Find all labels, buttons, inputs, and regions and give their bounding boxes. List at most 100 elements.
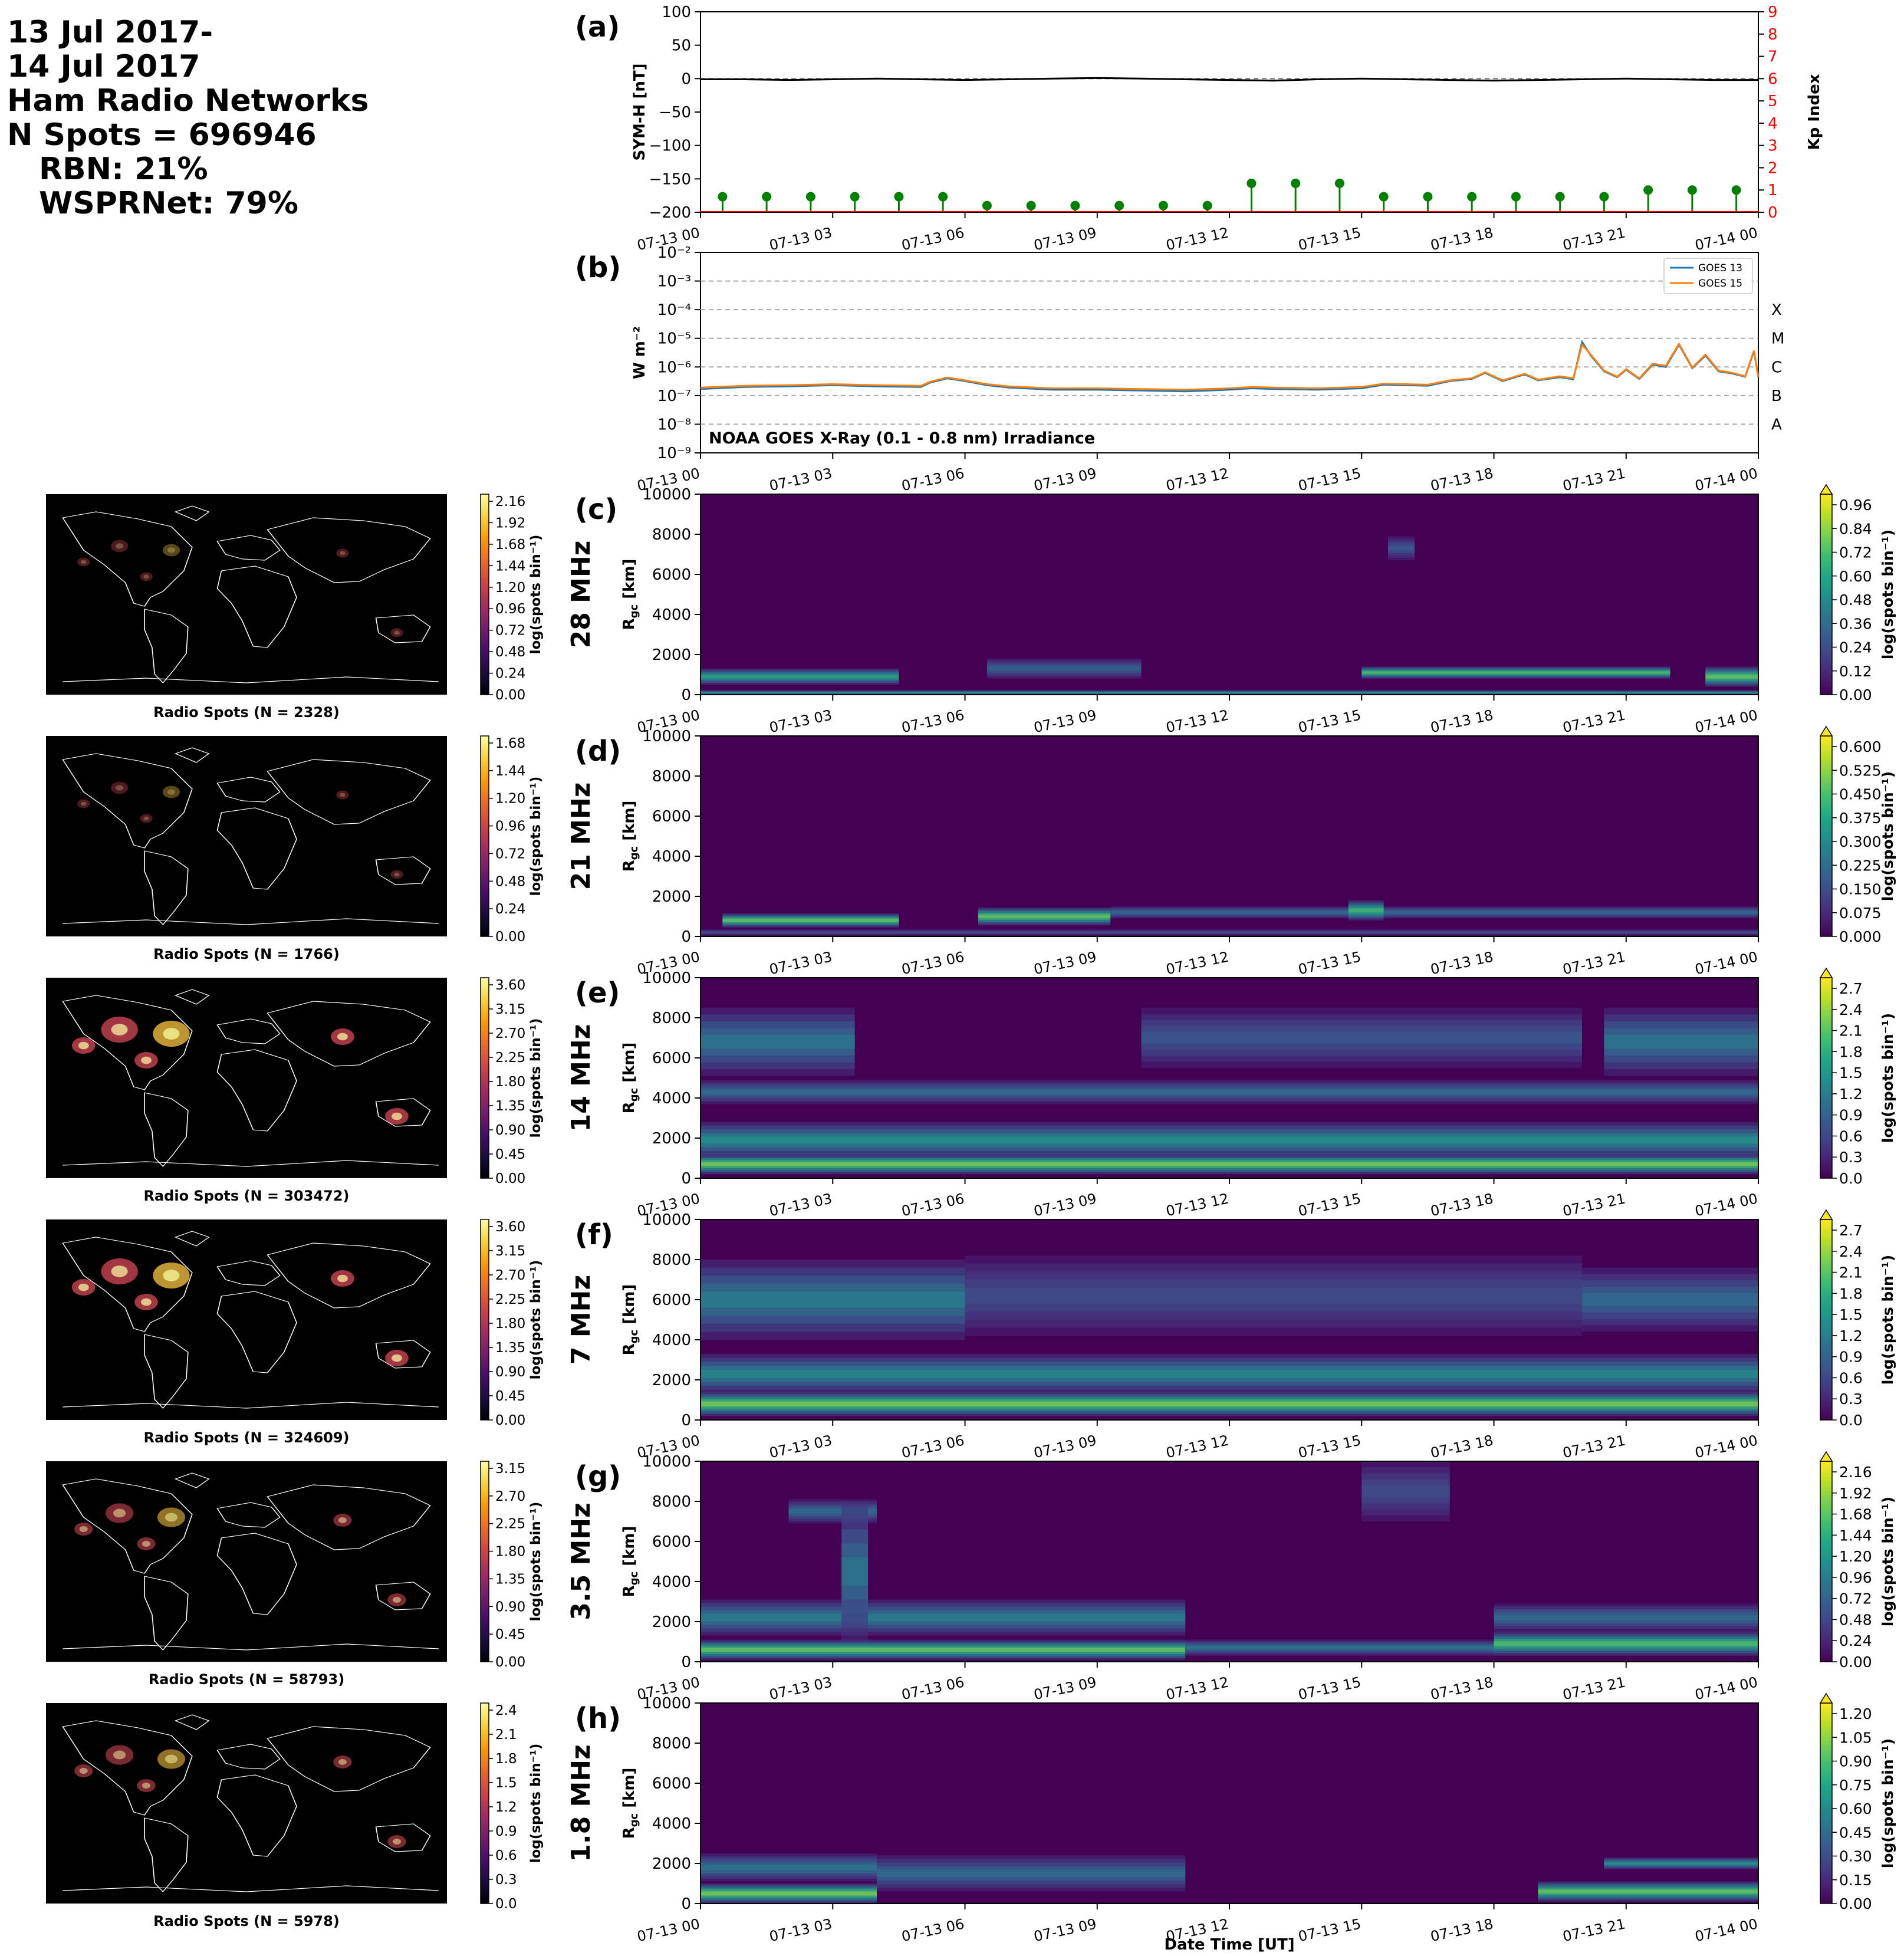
colorbar-tick-label: 0.48 [1839,591,1872,609]
x-axis-label: Date Time [UT] [1164,1936,1294,1954]
y-tick-label: 6000 [652,1291,691,1309]
kp-point [805,192,815,202]
y-tick-label: 6000 [652,1533,691,1551]
coastline [216,1260,281,1286]
heatmap-band [722,919,899,922]
y-axis-label: Rgc [km] [620,801,640,872]
colorbar-tick-label: 2.7 [1839,980,1863,997]
colorbar-tick-label: 0.15 [1839,1872,1872,1889]
y-tick-label: 2000 [652,1372,691,1389]
map-colorbar-tick-label: 0.48 [495,645,525,660]
x-tick-label: 07-13 21 [1561,1915,1627,1945]
map-colorbar-tick-label: 1.80 [495,1316,525,1332]
colorbar-label: log(spots bin⁻¹) [1879,1013,1896,1143]
map-colorbar-tick-label: 2.25 [495,1292,525,1307]
x-tick-label: 07-13 21 [1561,465,1627,494]
y-tick-label: 4000 [652,1090,691,1107]
heatmap-band [701,1865,877,1870]
y-right-tick-label: 1 [1768,182,1778,199]
y-tick-label: 0 [681,1170,691,1188]
map-colorbar-tick-label: 1.35 [495,1099,525,1114]
header-line: Ham Radio Networks [7,83,369,119]
kp-point [1731,185,1741,195]
coastline [267,1242,431,1309]
world-map: Radio Spots (N = 324609) 3.60 3.15 2.70 2.25… [46,1219,544,1446]
y-right-tick-label: 9 [1768,4,1778,21]
x-tick-label: 07-13 03 [768,706,833,736]
heatmap-band [1494,1641,1758,1646]
kp-point [1511,192,1521,202]
x-tick-label: 07-13 15 [1297,1190,1362,1219]
coastline [174,1714,210,1730]
x-tick-label: 07-13 03 [768,465,833,494]
map-spot-core [337,1274,348,1283]
colorbar-tick-label: 0.9 [1839,1349,1863,1366]
x-tick-label: 07-13 09 [1032,1432,1098,1461]
coastline [62,1478,193,1574]
heatmap-band [986,666,1142,671]
header-subline: RBN: 21% [39,152,208,187]
x-tick-label: 07-14 00 [1693,1915,1759,1945]
colorbar-tick-label: 1.20 [1839,1705,1872,1722]
heatmap-band [701,1035,855,1049]
heatmap-band [701,1614,1186,1622]
coastline [62,1720,193,1816]
heatmap-band [701,1891,877,1896]
colorbar-tick-label: 1.2 [1839,1327,1863,1344]
band-label: 14 MHz [566,1024,596,1132]
y-tick-label: 10⁻⁶ [657,359,691,376]
x-tick-label: 07-13 18 [1429,1915,1494,1945]
map-colorbar-tick-label: 0.45 [495,1627,525,1642]
legend-entry: GOES 13 [1698,262,1742,274]
map-background [46,1219,447,1420]
colorbar-tick-label: 2.4 [1839,1243,1863,1260]
y-tick-label: 0 [681,686,691,704]
heatmap-band [1110,911,1758,914]
coastline [216,535,281,561]
map-colorbar-tick-label: 0.24 [495,666,525,682]
y-tick-label: 8000 [652,1493,691,1511]
colorbar-tick-label: 0.0 [1839,1412,1863,1429]
map-spot-cluster [106,1503,134,1523]
map-spot-cluster [387,1835,406,1848]
y-tick-label: 6000 [652,566,691,584]
y-tick-label: 0 [681,1895,691,1913]
colorbar-tick-label: 1.8 [1839,1285,1863,1302]
map-spot-cluster [77,557,90,567]
y-tick-label: 10000 [642,969,691,987]
band-label: 21 MHz [566,783,596,890]
map-colorbar-tick-label: 1.80 [495,1544,525,1560]
y-tick-label: 8000 [652,526,691,544]
map-colorbar-tick-label: 2.70 [495,1268,525,1283]
coastline [62,511,193,607]
y-tick-label: 10000 [642,728,691,745]
map-spot-cluster [333,1514,352,1527]
map-colorbar-tick-label: 0.6 [495,1848,517,1863]
map-colorbar-tick-label: 0.00 [495,1413,525,1428]
kp-point [1247,178,1257,188]
y-tick-label: 8000 [652,1735,691,1753]
y-tick-label: 2000 [652,888,691,906]
map-colorbar: 2.4 2.1 1.8 1.5 1.2 0.9 0.6 0.3 0.0 log(spots bin… [480,1702,544,1912]
map-colorbar-tick-label: 0.72 [495,623,525,639]
kp-point [1467,192,1477,202]
coastline [62,1237,193,1332]
coastline [375,1823,431,1852]
y-tick-label: −150 [649,170,691,188]
colorbar-tick-label: 0.300 [1839,833,1882,850]
legend-entry: GOES 15 [1698,278,1742,290]
y-right-tick-label: 6 [1768,70,1778,88]
map-colorbar-tick-label: 0.90 [495,1599,525,1615]
y-tick-label: 10000 [642,1695,691,1712]
map-colorbar-tick-label: 1.44 [495,764,525,779]
map-colorbar-tick-label: 0.45 [495,1147,525,1162]
y-axis-label-sub: gc [628,1088,640,1102]
heatmap-panel: (e) 14 MHz 10000 8000 6000 4000 2000 0 Rgc [km] 0… [46,967,1896,1219]
colorbar-tick-label: 1.2 [1839,1086,1863,1103]
y-tick-label: 4000 [652,848,691,866]
map-spot-core [340,793,346,797]
goes-series-line [700,342,1760,391]
map-spot-cluster [77,799,90,808]
map-caption: Radio Spots (N = 1766) [153,946,340,962]
panel-label: (a) [575,11,620,44]
